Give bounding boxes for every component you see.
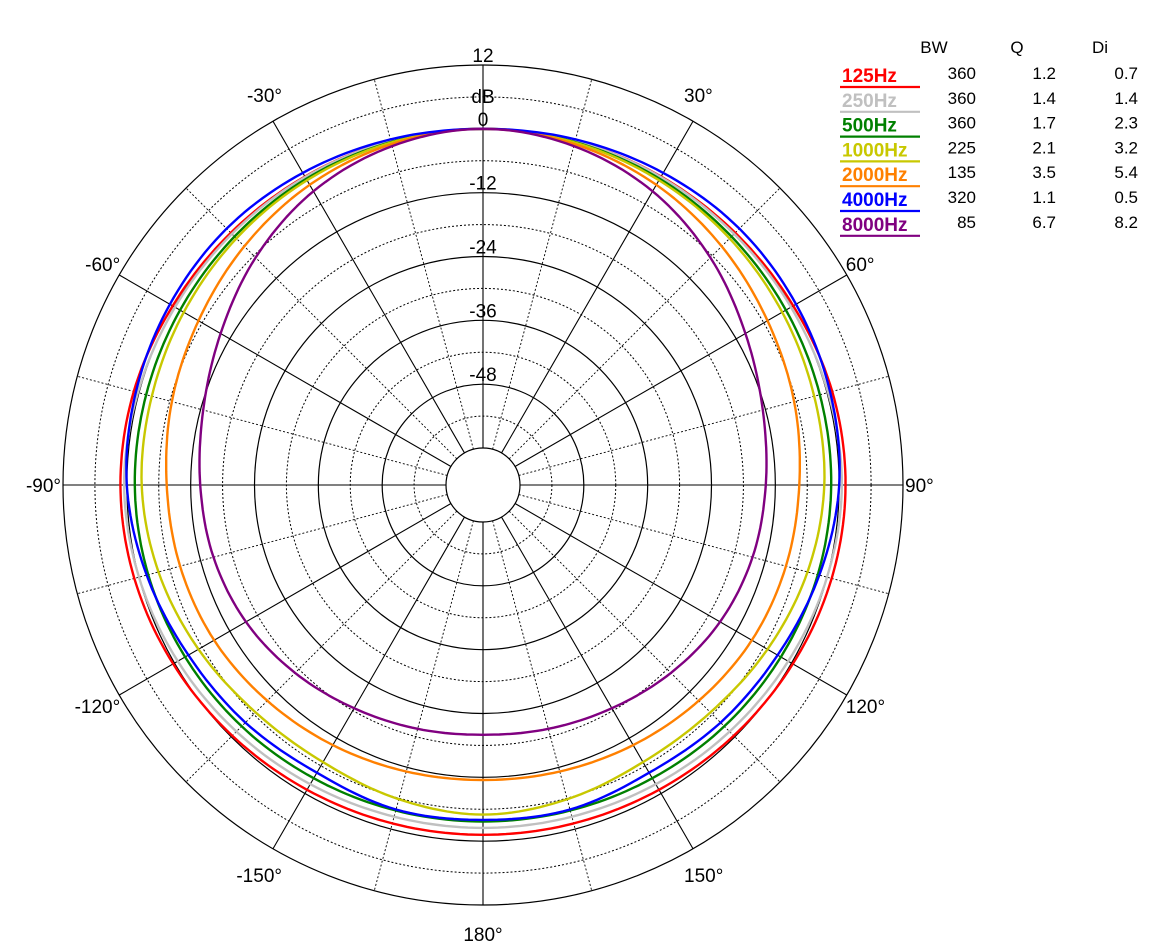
- legend-di-value: 1.4: [1114, 89, 1138, 108]
- grid-spoke: [501, 120, 694, 454]
- legend-rows: 125Hz 360 1.2 0.7 250Hz 360 1.4 1.4 500Hz 360 1.7 2…: [840, 64, 1138, 237]
- series-curve-500Hz: [133, 127, 833, 823]
- radial-tick-label: -24: [469, 238, 497, 259]
- radial-tick-label: -12: [469, 174, 496, 195]
- legend-name: 125Hz: [842, 66, 897, 87]
- angle-labels: 30° 60° 90° 120° 150° 180° -150° -120° -90° -60° -…: [26, 86, 934, 946]
- legend-name: 4000Hz: [842, 190, 908, 211]
- grid-spoke: [185, 510, 458, 783]
- legend-bw-value: 85: [957, 213, 976, 232]
- legend-header-bw: BW: [920, 38, 947, 57]
- legend-name: 500Hz: [842, 116, 897, 137]
- legend-bw-value: 135: [948, 163, 976, 182]
- radial-tick-label: -48: [469, 365, 496, 386]
- angle-label: 60°: [846, 255, 875, 276]
- legend-name: 250Hz: [842, 91, 897, 112]
- legend-di-value: 8.2: [1114, 213, 1138, 232]
- angle-label: -90°: [26, 476, 61, 497]
- series-curve-250Hz: [123, 127, 843, 830]
- units-label: dB: [471, 87, 494, 108]
- angle-label: -60°: [85, 255, 120, 276]
- radial-labels: 12 0 -12 -24 -36 -48: [469, 46, 497, 386]
- series-curve-8000Hz: [198, 127, 768, 736]
- legend-bw-value: 360: [948, 114, 976, 133]
- grid-spoke: [118, 503, 452, 696]
- grid-spoke: [514, 503, 848, 696]
- legend-q-value: 3.5: [1032, 163, 1056, 182]
- legend-q-value: 6.7: [1032, 213, 1056, 232]
- series-layer: [119, 127, 847, 836]
- legend-q-value: 1.4: [1032, 89, 1056, 108]
- series-curve-1000Hz: [140, 127, 826, 816]
- angle-label: 90°: [905, 476, 934, 497]
- radial-tick-label: 0: [478, 110, 489, 131]
- legend-q-value: 2.1: [1032, 138, 1056, 157]
- angle-label: 120°: [846, 697, 885, 718]
- angle-label: -120°: [75, 697, 121, 718]
- legend-name: 8000Hz: [842, 215, 908, 236]
- angle-label: 180°: [463, 925, 502, 946]
- angle-label: -150°: [236, 866, 282, 887]
- radial-tick-label: -36: [469, 301, 496, 322]
- legend-q-value: 1.2: [1032, 64, 1056, 83]
- legend-bw-value: 225: [948, 138, 976, 157]
- legend-name: 2000Hz: [842, 165, 908, 186]
- legend-bw-value: 360: [948, 89, 976, 108]
- legend: BW Q Di 125Hz 360 1.2 0.7 250Hz 360 1.4 1.4 500H…: [840, 38, 1138, 237]
- angle-label: 150°: [684, 866, 723, 887]
- grid-spoke: [501, 516, 694, 850]
- series-curve-4000Hz: [125, 127, 841, 822]
- series-curve-125Hz: [119, 127, 847, 836]
- legend-di-value: 5.4: [1114, 163, 1138, 182]
- grid-spoke: [272, 120, 465, 454]
- legend-bw-value: 320: [948, 188, 976, 207]
- legend-di-value: 3.2: [1114, 138, 1138, 157]
- legend-q-value: 1.7: [1032, 114, 1056, 133]
- grid-spoke: [272, 516, 465, 850]
- angle-label: -30°: [247, 86, 282, 107]
- legend-header-q: Q: [1010, 38, 1023, 57]
- legend-di-value: 0.5: [1114, 188, 1138, 207]
- series-curve-2000Hz: [165, 127, 801, 782]
- center-hole: [445, 447, 521, 523]
- angle-label: 30°: [684, 86, 713, 107]
- legend-header-di: Di: [1092, 38, 1108, 57]
- legend-name: 1000Hz: [842, 140, 908, 161]
- legend-di-value: 2.3: [1114, 114, 1138, 133]
- legend-q-value: 1.1: [1032, 188, 1056, 207]
- radial-tick-label: 12: [472, 46, 493, 67]
- legend-bw-value: 360: [948, 64, 976, 83]
- legend-di-value: 0.7: [1114, 64, 1138, 83]
